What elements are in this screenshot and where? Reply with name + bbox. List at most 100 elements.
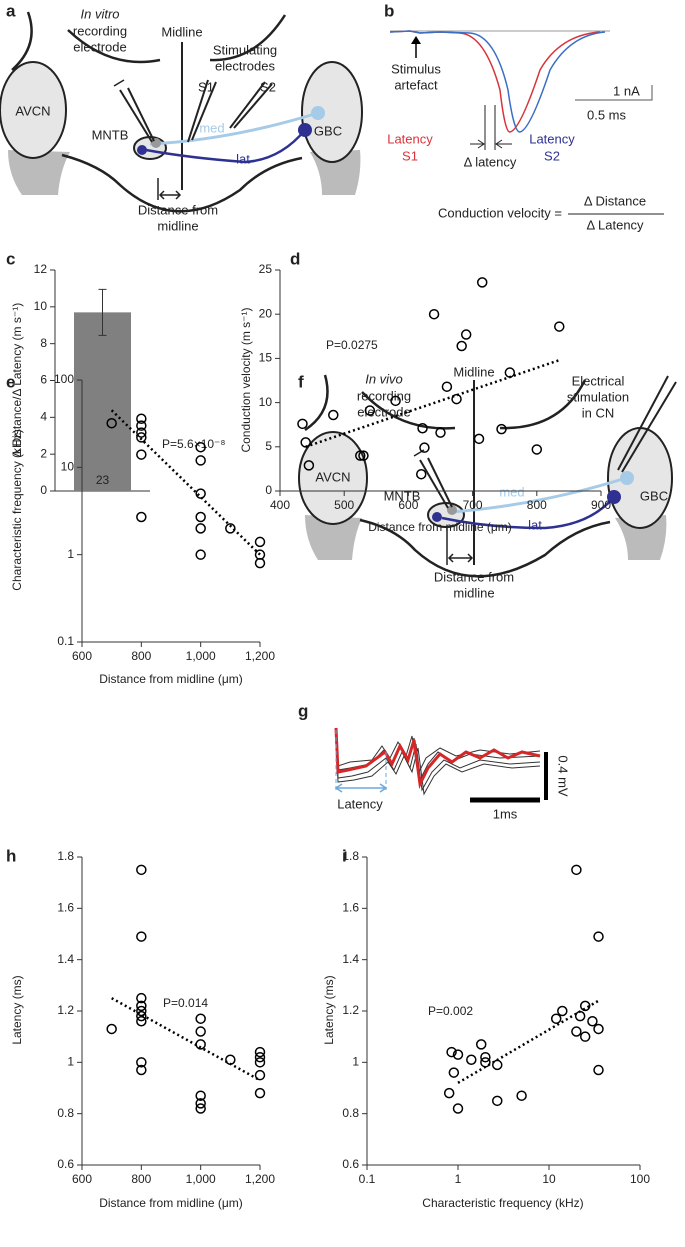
y-tick-label: 6 (40, 373, 47, 387)
point (516, 1090, 527, 1101)
label: Latency (529, 131, 575, 146)
label: lat (528, 517, 542, 532)
point (451, 393, 462, 405)
x-tick-label: 1,200 (245, 1172, 275, 1186)
x-tick-label: 100 (630, 1172, 650, 1186)
label: Δ latency (464, 154, 517, 169)
y-tick-label: 0 (265, 483, 272, 497)
y-tick-label: 2 (40, 446, 47, 460)
label: AVCN (15, 103, 50, 118)
point (390, 395, 401, 407)
point (136, 992, 147, 1004)
point (254, 1046, 266, 1058)
point (136, 420, 147, 431)
y-tick-label: 10 (61, 460, 75, 474)
y-tick-label: 1 (67, 547, 74, 561)
y-tick-label: 1.8 (342, 849, 359, 863)
point (435, 427, 446, 438)
point (303, 460, 315, 471)
diagram-f (298, 374, 677, 578)
point (571, 1026, 582, 1037)
label: recording (357, 388, 411, 403)
label: electrodes (215, 58, 275, 73)
annotation: P=5.6×10⁻⁸ (162, 437, 225, 451)
x-tick-label: 800 (527, 498, 547, 512)
point (531, 444, 543, 455)
point (254, 557, 266, 569)
point (136, 427, 147, 438)
annotation: P=0.014 (163, 996, 208, 1010)
x-tick-label: 0.1 (359, 1172, 376, 1186)
y-tick-label: 4 (40, 410, 47, 424)
label: Distance from (138, 202, 218, 217)
y-tick-label: 20 (259, 306, 273, 320)
panel-label: i (342, 846, 347, 865)
y-tick-label: 1 (352, 1055, 359, 1069)
label: med (499, 484, 524, 499)
point (428, 308, 440, 320)
panel-label: d (290, 249, 300, 268)
fit-line (111, 997, 261, 1082)
point (415, 468, 427, 480)
label: Δ Distance (584, 193, 646, 208)
diagram-b (389, 30, 664, 215)
point (195, 1103, 206, 1114)
y-tick-label: 25 (259, 262, 273, 276)
traces-g (334, 727, 548, 803)
label: AVCN (315, 469, 350, 484)
bar-label: 23 (96, 473, 110, 487)
point (136, 413, 147, 424)
label: artefact (394, 77, 438, 92)
fit-line (305, 358, 560, 448)
label: Distance from (434, 569, 514, 584)
point (136, 432, 147, 443)
label: GBC (314, 123, 342, 138)
point (492, 1095, 503, 1107)
point (574, 1010, 586, 1022)
panel-label: e (6, 372, 15, 391)
point (195, 488, 206, 499)
point (195, 455, 206, 466)
panel-label: a (6, 1, 16, 20)
label: electrode (73, 39, 126, 54)
y-axis-label: Δ Distance/Δ Latency (m s⁻¹) (10, 303, 24, 457)
label: stimulation (567, 389, 629, 404)
x-tick-label: 600 (398, 498, 418, 512)
y-tick-label: 1.2 (342, 1003, 359, 1017)
point (195, 1026, 206, 1037)
label: Midline (453, 364, 494, 379)
label: GBC (640, 488, 668, 503)
point (554, 321, 565, 332)
point (195, 549, 206, 560)
y-tick-label: 1.4 (342, 952, 359, 966)
y-tick-label: 15 (259, 351, 273, 365)
error-bar (98, 288, 107, 336)
y-axis-label: Characteristic frequency (kHz) (10, 429, 24, 590)
x-axis-label: Distance from midline (μm) (99, 1196, 243, 1210)
x-axis-label: Characteristic frequency (kHz) (422, 1196, 583, 1210)
point (195, 441, 206, 453)
label: Conduction velocity = (438, 205, 562, 220)
point (136, 1000, 147, 1012)
label: S1 (402, 148, 418, 163)
label: S1 (198, 79, 214, 94)
point (452, 1103, 464, 1114)
point (254, 1087, 266, 1099)
y-tick-label: 0 (40, 483, 47, 497)
label: Stimulating (213, 42, 277, 57)
y-tick-label: 0.1 (57, 634, 74, 648)
label: 1 nA (613, 83, 640, 98)
fit-line (110, 409, 261, 556)
y-tick-label: 12 (34, 262, 48, 276)
y-tick-label: 1.8 (57, 849, 74, 863)
y-tick-label: 1.6 (342, 901, 359, 915)
diagram-a (0, 11, 363, 213)
point (446, 1046, 457, 1058)
x-tick-label: 700 (463, 498, 483, 512)
y-axis-label: Conduction velocity (m s⁻¹) (239, 307, 253, 452)
point (579, 1031, 591, 1042)
point (587, 1016, 598, 1027)
label: MNTB (384, 488, 421, 503)
point (225, 523, 236, 534)
label: In vitro (80, 6, 119, 21)
